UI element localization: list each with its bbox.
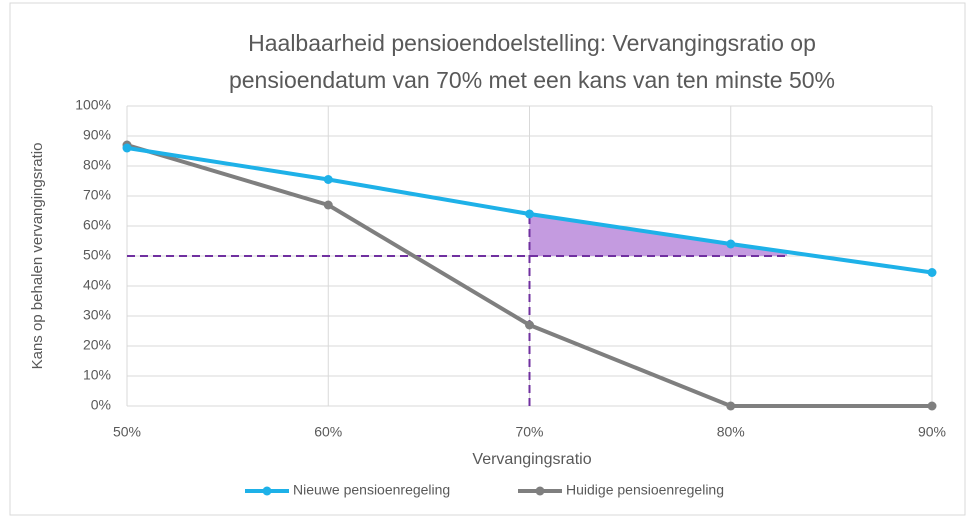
y-tick-label: 20% — [83, 337, 111, 353]
y-tick-label: 40% — [83, 277, 111, 293]
data-point — [927, 401, 937, 411]
data-point — [323, 175, 333, 184]
x-axis-label: Vervangingsratio — [472, 451, 591, 468]
x-tick-label: 60% — [314, 424, 342, 440]
data-point — [525, 320, 534, 330]
chart-title: pensioendatum van 70% met een kans van t… — [229, 67, 835, 93]
data-point — [323, 200, 333, 210]
chart-border — [9, 2, 966, 516]
y-tick-label: 50% — [83, 247, 111, 263]
x-tick-label: 80% — [717, 424, 745, 440]
data-point — [122, 143, 132, 153]
y-tick-label: 90% — [83, 127, 111, 143]
y-tick-label: 30% — [83, 307, 111, 323]
y-tick-label: 70% — [83, 187, 111, 203]
legend-label: Huidige pensioenregeling — [566, 482, 724, 498]
x-tick-label: 50% — [113, 424, 141, 440]
legend-marker — [262, 486, 272, 496]
legend-marker — [535, 486, 545, 496]
y-tick-label: 0% — [91, 397, 111, 413]
data-point — [726, 401, 736, 411]
y-tick-label: 60% — [83, 217, 111, 233]
legend-label: Nieuwe pensioenregeling — [293, 482, 450, 498]
x-tick-label: 90% — [918, 424, 946, 440]
x-tick-label: 70% — [515, 424, 543, 440]
y-tick-label: 100% — [75, 97, 111, 113]
chart-title: Haalbaarheid pensioendoelstelling: Verva… — [248, 30, 816, 56]
data-point — [525, 209, 534, 219]
data-point — [927, 268, 937, 277]
y-tick-label: 10% — [83, 367, 111, 383]
y-tick-label: 80% — [83, 157, 111, 173]
data-point — [726, 239, 736, 249]
y-axis-label: Kans op behalen vervangingsratio — [29, 143, 46, 370]
